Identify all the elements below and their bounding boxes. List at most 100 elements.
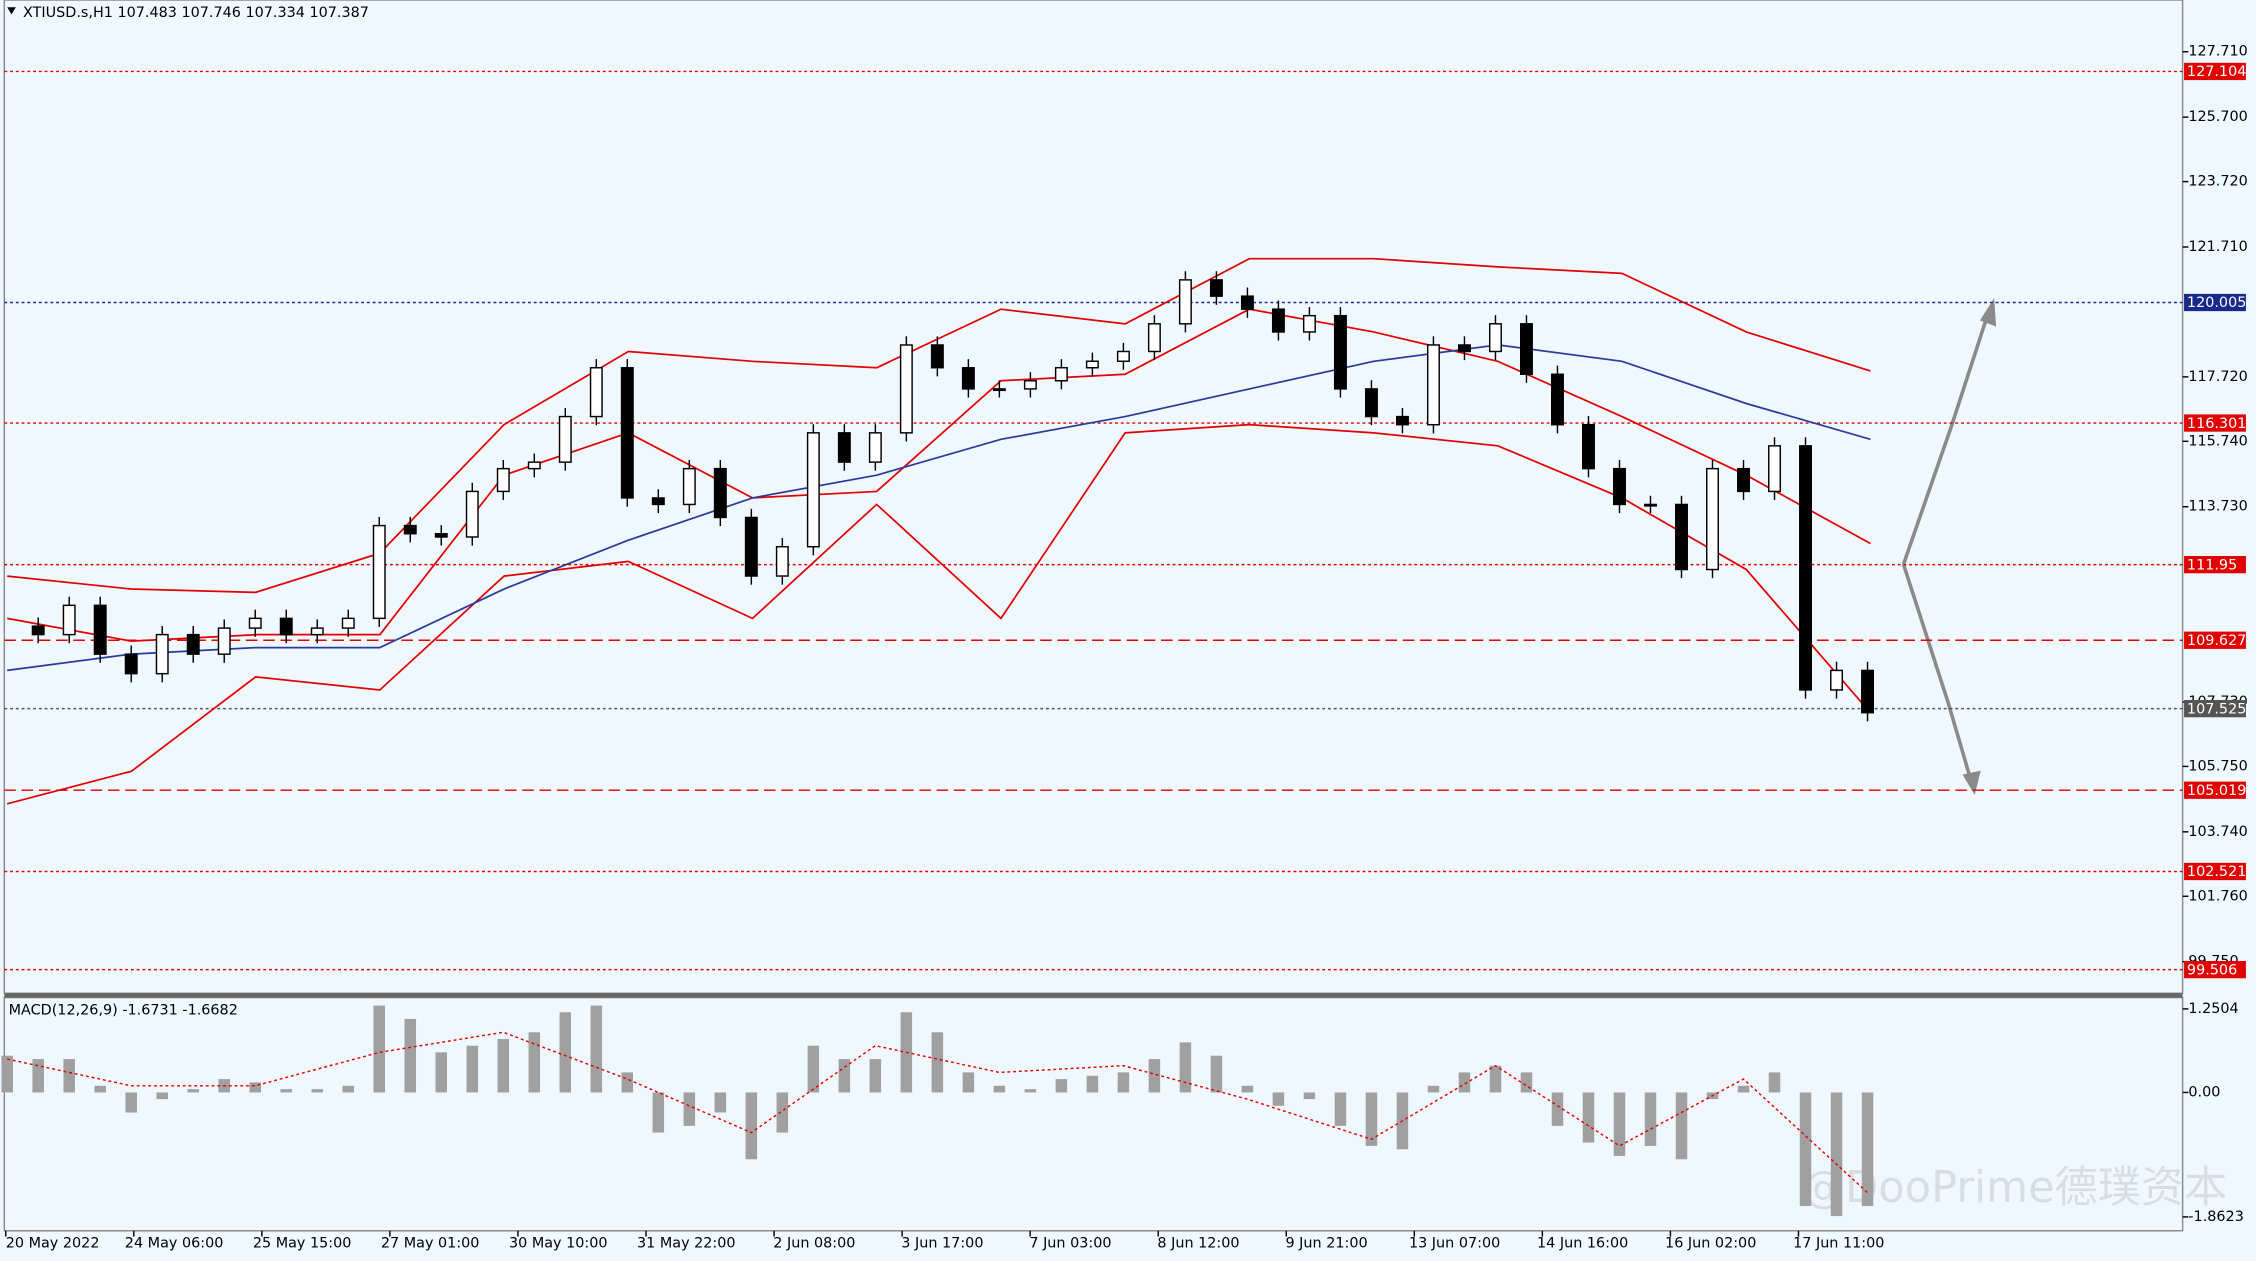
macd-bar [590,1005,603,1093]
candle [1023,380,1037,390]
candle [248,617,262,629]
candle [1644,503,1657,507]
candle [93,604,107,655]
macd-bar [497,1038,510,1093]
macd-bar [404,1018,417,1093]
macd-bar [1303,1092,1316,1100]
x-tick-label: 25 May 15:00 [253,1236,352,1252]
macd-bar [342,1085,355,1093]
candle [1333,314,1347,390]
candle [62,604,76,636]
macd-bar [869,1059,882,1093]
y-tick-label: 105.750 [2188,758,2247,774]
macd-bar [776,1092,789,1133]
x-tick-label: 2 Jun 08:00 [773,1236,855,1252]
x-tick-label: 17 Jun 11:00 [1793,1236,1884,1252]
candle [186,633,200,655]
menu-triangle [7,7,16,15]
candle [558,415,572,463]
candle [775,546,789,577]
x-tick-label: 14 Jun 16:00 [1537,1236,1628,1252]
y-tick-label: 127.710 [2188,44,2247,60]
candle [744,516,758,577]
up-arrow [1901,307,1992,565]
candle [31,625,45,636]
macd-bar [1799,1092,1812,1207]
level-tag [2184,700,2246,718]
candle [930,344,944,369]
candle [434,533,448,538]
candle [372,524,386,620]
candle [713,467,727,519]
candle [1240,295,1254,310]
macd-tick-label: -1.8623 [2188,1209,2243,1225]
macd-bar [683,1092,696,1126]
macd-tick-label: 0.00 [2188,1084,2220,1100]
y-tick-label: 125.700 [2188,109,2247,125]
macd-bar [1582,1092,1595,1143]
candle [496,467,510,493]
indicator-line [7,257,1871,594]
candle [155,633,169,675]
macd-bar [435,1052,448,1093]
arrow-head [1962,770,1981,795]
down-arrow [1901,563,1975,787]
level-label: 116.301 [2187,416,2246,432]
macd-bar [1768,1072,1781,1093]
forecast-arrows [1901,298,1997,795]
macd-bar [838,1059,851,1093]
candle [651,497,665,506]
macd-bar [94,1085,106,1093]
candle [1706,467,1719,571]
candle [1830,669,1843,691]
macd-bar [1148,1059,1161,1093]
y-tick-label: 121.710 [2188,239,2247,255]
candle [806,432,820,548]
macd-bar [1365,1092,1378,1146]
macd-bar [466,1045,479,1093]
level-tag [2184,62,2246,81]
x-tick-label: 7 Jun 03:00 [1029,1236,1111,1252]
macd-bar [962,1072,975,1093]
y-tick-label: 115.740 [2188,433,2247,449]
macd-bar [1737,1085,1750,1093]
macd-bar [1210,1055,1223,1093]
candle [1551,373,1564,426]
level-label: 109.627 [2187,633,2246,649]
x-tick-label: 31 May 22:00 [637,1236,736,1252]
level-label: 111.95 [2187,557,2237,573]
macd-bar [1613,1092,1626,1156]
x-tick-label: 3 Jun 17:00 [901,1236,983,1252]
x-tick-label: 24 May 06:00 [125,1236,224,1252]
candle [1178,279,1192,325]
level-label: 99.506 [2187,962,2237,978]
macd-bar [1551,1092,1564,1126]
macd-bar [1489,1065,1502,1093]
level-tag [2184,631,2246,649]
candle [217,627,231,655]
y-tick-label: 117.720 [2188,369,2247,385]
candle [1426,344,1440,426]
macd-bar [745,1092,758,1160]
symbol-header: XTIUSD.s,H1 107.483 107.746 107.334 107.… [23,5,369,21]
candle [403,524,417,535]
candle [465,490,479,538]
x-tick-label: 20 May 2022 [6,1236,100,1252]
candle [1861,669,1875,714]
macd-bar [311,1089,324,1093]
macd-bar [1179,1042,1192,1093]
candle [961,367,975,390]
candle [682,467,696,506]
x-tick-label: 8 Jun 12:00 [1157,1236,1239,1252]
indicator-line [7,344,1871,672]
macd-bar [1830,1092,1843,1217]
candle [1613,467,1626,506]
candle [1488,323,1502,353]
macd-bar [156,1092,168,1100]
macd-tick-label: 1.2504 [2188,1001,2238,1017]
level-label: 107.525 [2187,701,2246,717]
macd-bar [1427,1085,1440,1093]
level-tag [2184,293,2246,312]
